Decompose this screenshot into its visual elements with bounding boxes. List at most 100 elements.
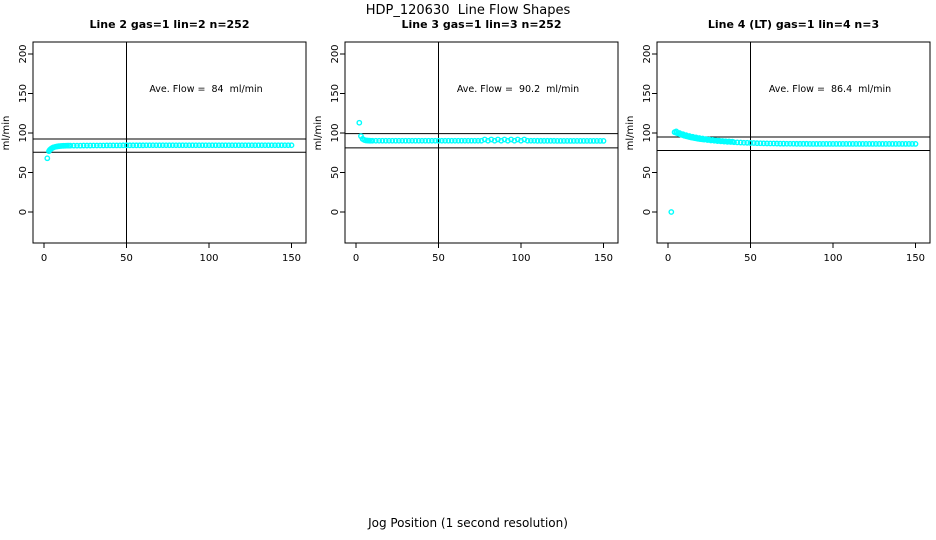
data-point bbox=[896, 141, 902, 147]
y-tick-label: 200 bbox=[18, 44, 29, 63]
data-point bbox=[810, 141, 817, 147]
x-tick-label: 0 bbox=[665, 253, 671, 264]
data-point bbox=[163, 142, 170, 149]
y-tick-label: 50 bbox=[642, 166, 653, 179]
x-tick-label: 150 bbox=[906, 253, 925, 264]
data-point bbox=[107, 142, 113, 149]
data-point bbox=[448, 137, 455, 144]
data-point bbox=[67, 142, 74, 149]
data-point bbox=[770, 140, 777, 147]
data-point bbox=[97, 142, 104, 149]
data-point bbox=[876, 141, 883, 147]
data-point bbox=[544, 137, 551, 144]
data-point bbox=[826, 141, 833, 147]
data-point bbox=[902, 141, 909, 147]
data-point bbox=[239, 142, 245, 149]
data-point bbox=[531, 137, 538, 144]
data-point bbox=[182, 142, 189, 149]
y-tick-label: 200 bbox=[642, 44, 653, 63]
y-tick-label: 150 bbox=[18, 84, 29, 103]
data-point bbox=[580, 138, 587, 144]
data-point bbox=[435, 137, 442, 144]
data-point bbox=[593, 138, 600, 144]
data-point bbox=[156, 142, 163, 149]
data-point bbox=[461, 137, 468, 144]
data-point bbox=[225, 142, 232, 149]
data-point bbox=[215, 142, 222, 149]
data-point bbox=[143, 142, 150, 149]
data-point bbox=[783, 140, 790, 147]
data-point bbox=[879, 141, 886, 147]
data-point bbox=[412, 137, 419, 144]
data-point bbox=[833, 141, 840, 147]
data-point bbox=[278, 142, 285, 149]
data-point bbox=[872, 141, 879, 147]
y-tick-label: 100 bbox=[18, 123, 29, 142]
data-point bbox=[564, 138, 571, 144]
data-point bbox=[179, 142, 186, 149]
data-point bbox=[281, 142, 288, 149]
y-tick-label: 0 bbox=[18, 209, 29, 215]
panel-line-3-title: Line 3 gas=1 lin=3 n=252 bbox=[401, 18, 562, 31]
data-point bbox=[909, 141, 916, 147]
data-point bbox=[889, 141, 896, 147]
data-point bbox=[797, 140, 803, 147]
data-point bbox=[196, 142, 203, 149]
y-tick-label: 200 bbox=[330, 44, 341, 63]
data-point bbox=[202, 142, 209, 149]
panel-line-4-plot: 0 50 100 150 0 50 100 150 200 ml/min bbox=[625, 41, 931, 264]
panel-line-4: Line 4 (LT) gas=1 lin=4 n=3 0 50 100 150 0 50… bbox=[624, 18, 936, 270]
data-point bbox=[587, 138, 594, 144]
data-point bbox=[189, 142, 196, 149]
data-point bbox=[356, 119, 363, 126]
panel-line-2-plot: 0 50 100 150 0 50 100 150 200 ml/min bbox=[1, 41, 307, 264]
data-point bbox=[853, 141, 860, 147]
data-point bbox=[703, 136, 709, 142]
data-point bbox=[577, 138, 584, 144]
data-point bbox=[425, 137, 432, 144]
data-point bbox=[584, 138, 590, 144]
y-tick-label: 50 bbox=[18, 166, 29, 179]
data-point bbox=[232, 142, 239, 149]
data-point bbox=[255, 142, 262, 149]
data-point bbox=[159, 142, 166, 149]
data-point bbox=[869, 141, 876, 147]
x-tick-label: 150 bbox=[594, 253, 613, 264]
x-tick-label: 0 bbox=[41, 253, 47, 264]
data-point bbox=[747, 140, 754, 146]
data-point bbox=[399, 137, 406, 144]
data-point bbox=[133, 142, 140, 149]
data-point bbox=[268, 142, 275, 149]
data-point bbox=[846, 141, 853, 147]
data-point bbox=[252, 142, 259, 149]
data-point bbox=[74, 142, 80, 149]
x-tick-label: 50 bbox=[120, 253, 133, 264]
data-point bbox=[574, 138, 580, 144]
data-point bbox=[146, 142, 153, 149]
data-point bbox=[186, 142, 193, 149]
panel-line-2: Line 2 gas=1 lin=2 n=252 0 50 100 150 0 50 100… bbox=[0, 18, 312, 270]
x-tick-label: 0 bbox=[353, 253, 359, 264]
data-point bbox=[432, 137, 439, 144]
data-point bbox=[113, 142, 120, 149]
data-point bbox=[376, 137, 383, 144]
data-point bbox=[100, 142, 107, 149]
data-point bbox=[438, 137, 445, 144]
y-tick-label: 100 bbox=[330, 123, 341, 142]
x-tick-label: 50 bbox=[432, 253, 445, 264]
data-point bbox=[716, 137, 723, 144]
data-point bbox=[693, 134, 699, 141]
data-point bbox=[741, 139, 747, 146]
data-point bbox=[285, 142, 292, 149]
data-point bbox=[830, 141, 836, 147]
data-point bbox=[886, 141, 892, 147]
data-point bbox=[458, 137, 465, 144]
data-point bbox=[668, 209, 675, 215]
data-point bbox=[790, 140, 797, 147]
data-point bbox=[80, 142, 87, 149]
data-point bbox=[126, 142, 133, 149]
data-point bbox=[402, 137, 409, 144]
x-tick-label: 100 bbox=[511, 253, 530, 264]
data-point bbox=[719, 138, 726, 144]
data-point bbox=[882, 141, 889, 147]
